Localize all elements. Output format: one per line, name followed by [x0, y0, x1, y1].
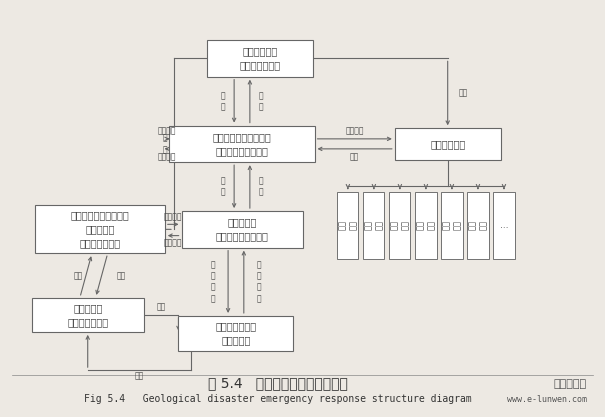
Text: 报
送: 报 送	[258, 176, 263, 197]
Text: 信息报送: 信息报送	[164, 212, 183, 221]
FancyBboxPatch shape	[442, 192, 463, 259]
Text: 管理: 管理	[157, 303, 166, 312]
Text: 组织协调: 组织协调	[345, 127, 364, 136]
FancyBboxPatch shape	[169, 126, 315, 162]
Text: 信
息
报
送: 信 息 报 送	[257, 261, 261, 303]
Text: 信息报送: 信息报送	[158, 152, 177, 161]
Text: 报送: 报送	[350, 152, 359, 161]
FancyBboxPatch shape	[494, 192, 514, 259]
Text: www.e-lunwen.com: www.e-lunwen.com	[507, 394, 587, 404]
Text: 管
理: 管 理	[221, 91, 226, 111]
Text: 上海论文网: 上海论文网	[554, 379, 587, 389]
Text: 管理: 管理	[74, 271, 83, 280]
FancyBboxPatch shape	[394, 128, 500, 160]
Text: 气象
部门: 气象 部门	[364, 220, 384, 230]
FancyBboxPatch shape	[35, 205, 165, 253]
Text: 县级地质灾害主管部门
（县级业务负责人）: 县级地质灾害主管部门 （县级业务负责人）	[212, 132, 272, 156]
Text: 交通
部门: 交通 部门	[416, 220, 436, 230]
Text: 县级人民政府
（县级负责人）: 县级人民政府 （县级负责人）	[240, 46, 281, 70]
Text: 图 5.4   地质灾害应急响应结构图: 图 5.4 地质灾害应急响应结构图	[208, 377, 348, 391]
Text: 水利
部门: 水利 部门	[390, 220, 410, 230]
Text: 文旅
部门: 文旅 部门	[468, 220, 488, 230]
Text: 自然资源所
（镇级业务负责人）: 自然资源所 （镇级业务负责人）	[215, 217, 269, 241]
Text: …: …	[500, 221, 508, 230]
Text: 管
理: 管 理	[163, 134, 167, 154]
FancyBboxPatch shape	[468, 192, 489, 259]
Text: 报送: 报送	[116, 271, 126, 280]
Text: 报送: 报送	[134, 372, 144, 381]
FancyBboxPatch shape	[415, 192, 436, 259]
Text: 住建
部门: 住建 部门	[442, 220, 462, 230]
Text: 应急
部门: 应急 部门	[338, 220, 358, 230]
FancyBboxPatch shape	[178, 316, 293, 351]
Text: 业务指导: 业务指导	[158, 127, 177, 136]
Text: 业
务
指
导: 业 务 指 导	[211, 261, 215, 303]
Text: 管
理: 管 理	[221, 176, 226, 197]
Text: 乡（镇）级人民政府、
街道办事处
（镇级负责人）: 乡（镇）级人民政府、 街道办事处 （镇级负责人）	[70, 210, 129, 249]
Text: 管理: 管理	[458, 89, 468, 98]
Text: 报
送: 报 送	[258, 91, 263, 111]
FancyBboxPatch shape	[363, 192, 385, 259]
Text: 村民委员会
（村级负责人）: 村民委员会 （村级负责人）	[67, 303, 108, 327]
FancyBboxPatch shape	[207, 40, 313, 77]
FancyBboxPatch shape	[338, 192, 358, 259]
FancyBboxPatch shape	[31, 298, 144, 332]
Text: 县级相关部门: 县级相关部门	[430, 139, 465, 149]
FancyBboxPatch shape	[182, 211, 302, 248]
FancyBboxPatch shape	[390, 192, 411, 259]
Text: 地质灾害隐患点
（检测员）: 地质灾害隐患点 （检测员）	[215, 322, 257, 346]
Text: Fig 5.4   Geological disaster emergency response structure diagram: Fig 5.4 Geological disaster emergency re…	[85, 394, 472, 404]
Text: 业务指导: 业务指导	[164, 239, 183, 248]
